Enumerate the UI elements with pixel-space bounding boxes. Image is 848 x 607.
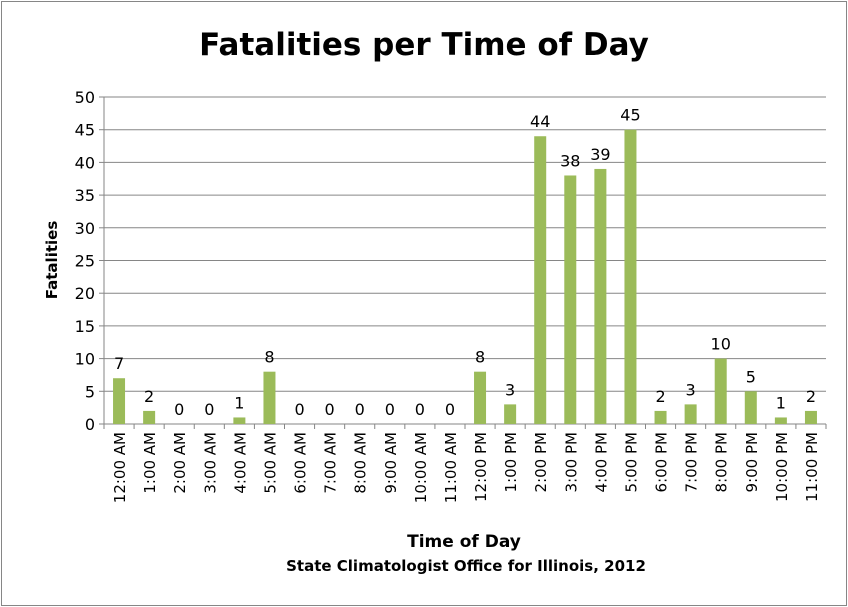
y-tick-label: 5 — [85, 382, 95, 401]
data-label: 45 — [620, 106, 640, 125]
x-tick-label: 6:00 AM — [292, 432, 310, 494]
data-label: 0 — [294, 400, 304, 419]
x-tick-label: 12:00 AM — [111, 432, 129, 503]
y-tick-label: 25 — [75, 252, 95, 271]
bar — [744, 391, 757, 424]
bar — [624, 129, 637, 424]
x-tick-label: 8:00 PM — [713, 432, 731, 492]
data-label: 0 — [385, 400, 395, 419]
x-tick-label: 3:00 PM — [562, 432, 580, 492]
bar — [594, 168, 607, 424]
y-tick-label: 10 — [75, 350, 95, 369]
bar — [804, 410, 817, 424]
data-label: 3 — [686, 380, 696, 399]
data-label: 2 — [144, 387, 154, 406]
y-tick-label: 35 — [75, 186, 95, 205]
x-tick-label: 7:00 AM — [322, 432, 340, 494]
bar — [684, 404, 697, 424]
y-axis-label: Fatalities — [43, 221, 61, 300]
x-tick-label: 12:00 PM — [472, 432, 490, 502]
x-tick-label: 5:00 AM — [261, 432, 279, 494]
data-label: 2 — [806, 387, 816, 406]
x-tick-label: 2:00 PM — [532, 432, 550, 492]
chart-title: Fatalities per Time of Day — [199, 27, 649, 63]
data-label: 10 — [711, 335, 731, 354]
bar — [233, 417, 246, 424]
bar — [714, 358, 727, 424]
data-label: 0 — [174, 400, 184, 419]
bar — [263, 371, 276, 424]
bar — [774, 417, 787, 424]
x-tick-label: 7:00 PM — [683, 432, 701, 492]
y-tick-label: 40 — [75, 153, 95, 172]
x-tick-label: 4:00 AM — [231, 432, 249, 494]
data-label: 5 — [746, 367, 756, 386]
x-tick-label: 1:00 AM — [141, 432, 159, 494]
x-tick-label: 2:00 AM — [171, 432, 189, 494]
x-axis-label: Time of Day — [407, 532, 521, 552]
bar — [534, 136, 547, 425]
bar — [504, 404, 517, 424]
data-label: 8 — [475, 348, 485, 367]
chart-source: State Climatologist Office for Illinois,… — [286, 557, 646, 575]
data-label: 7 — [114, 354, 124, 373]
data-label: 38 — [560, 151, 580, 170]
data-label: 39 — [590, 145, 610, 164]
bar — [474, 371, 487, 424]
bar — [564, 175, 577, 424]
data-label: 3 — [505, 380, 515, 399]
y-tick-label: 0 — [85, 415, 95, 434]
x-tick-label: 1:00 PM — [502, 432, 520, 492]
x-tick-label: 11:00 AM — [442, 432, 460, 503]
data-label: 0 — [355, 400, 365, 419]
data-label: 1 — [234, 393, 244, 412]
x-tick-label: 5:00 PM — [622, 432, 640, 492]
bar — [113, 378, 126, 424]
bar — [654, 410, 667, 424]
data-label: 0 — [445, 400, 455, 419]
y-tick-label: 15 — [75, 317, 95, 336]
data-label: 0 — [325, 400, 335, 419]
x-tick-label: 3:00 AM — [201, 432, 219, 494]
x-tick-label: 4:00 PM — [592, 432, 610, 492]
x-tick-label: 8:00 AM — [352, 432, 370, 494]
x-tick-label: 9:00 PM — [743, 432, 761, 492]
data-label: 1 — [776, 393, 786, 412]
y-tick-label: 20 — [75, 284, 95, 303]
bar — [143, 410, 156, 424]
x-tick-label: 11:00 PM — [803, 432, 821, 502]
y-tick-label: 50 — [75, 88, 95, 107]
y-tick-label: 45 — [75, 121, 95, 140]
x-tick-label: 9:00 AM — [382, 432, 400, 494]
data-label: 8 — [264, 348, 274, 367]
y-tick-label: 30 — [75, 219, 95, 238]
x-tick-label: 10:00 AM — [412, 432, 430, 503]
x-tick-label: 6:00 PM — [653, 432, 671, 492]
data-label: 0 — [415, 400, 425, 419]
x-tick-label: 10:00 PM — [773, 432, 791, 502]
data-label: 2 — [655, 387, 665, 406]
data-label: 0 — [204, 400, 214, 419]
data-label: 44 — [530, 112, 550, 131]
